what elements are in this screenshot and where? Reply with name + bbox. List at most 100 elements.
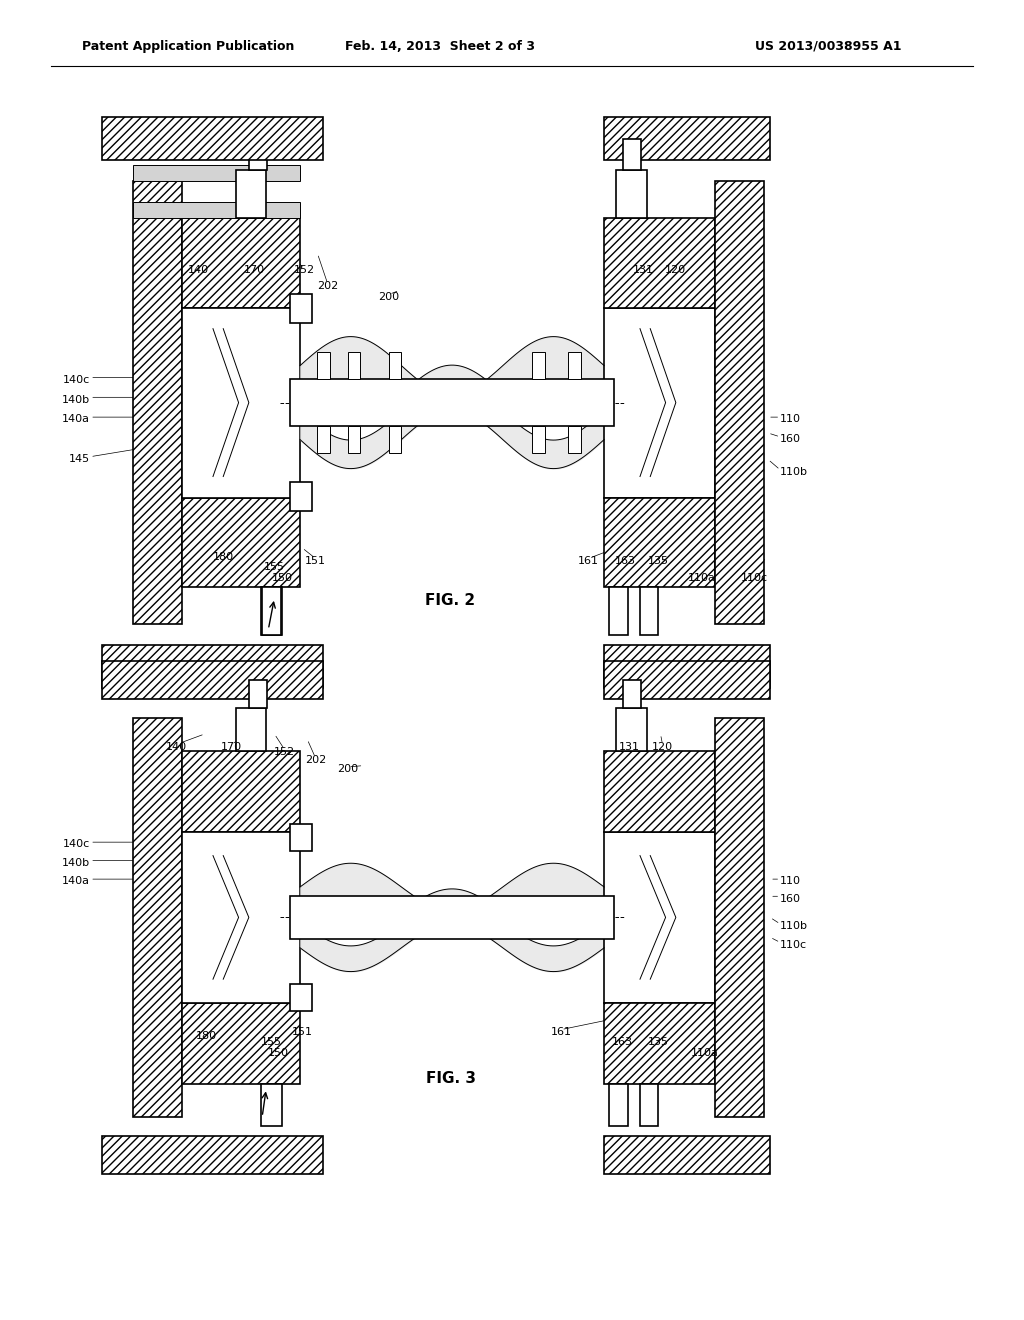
- Text: 110b: 110b: [780, 467, 808, 478]
- Text: 131: 131: [620, 742, 640, 752]
- Bar: [604, 645, 770, 688]
- Text: 120: 120: [652, 742, 673, 752]
- Bar: [609, 587, 628, 635]
- Bar: [715, 718, 764, 1117]
- Text: 170: 170: [221, 742, 242, 752]
- Text: 140a: 140a: [62, 876, 90, 887]
- Bar: [715, 181, 764, 624]
- Text: 160: 160: [780, 894, 802, 904]
- Text: 160: 160: [780, 434, 802, 445]
- Bar: [623, 139, 641, 170]
- Text: 202: 202: [317, 281, 338, 292]
- Text: 110b: 110b: [780, 921, 808, 932]
- Text: 110a: 110a: [687, 573, 716, 583]
- Bar: [102, 645, 323, 688]
- Bar: [348, 352, 360, 379]
- Text: 120: 120: [666, 265, 686, 276]
- Text: 152: 152: [274, 747, 295, 758]
- Text: 180: 180: [197, 1031, 217, 1041]
- Bar: [532, 426, 545, 453]
- Bar: [290, 983, 312, 1011]
- Bar: [133, 181, 182, 624]
- Bar: [102, 661, 323, 698]
- Bar: [182, 832, 300, 1003]
- Text: US 2013/0038955 A1: US 2013/0038955 A1: [755, 40, 901, 53]
- Bar: [604, 832, 715, 1003]
- Bar: [317, 352, 330, 379]
- Text: 140a: 140a: [62, 414, 90, 425]
- Text: 131: 131: [633, 265, 653, 276]
- Bar: [102, 1137, 323, 1173]
- Text: 140b: 140b: [62, 858, 90, 869]
- Bar: [604, 661, 770, 698]
- Text: Patent Application Publication: Patent Application Publication: [82, 40, 294, 53]
- Text: 110c: 110c: [780, 940, 807, 950]
- Bar: [261, 587, 282, 635]
- Bar: [290, 896, 614, 939]
- Text: 163: 163: [612, 1038, 633, 1048]
- Bar: [389, 426, 401, 453]
- Bar: [616, 709, 647, 751]
- Text: 110a: 110a: [690, 1048, 719, 1059]
- Text: 151: 151: [292, 1027, 312, 1038]
- Text: 140: 140: [188, 265, 209, 276]
- Text: FIG. 2: FIG. 2: [426, 593, 475, 609]
- Bar: [317, 426, 330, 453]
- Bar: [604, 117, 770, 160]
- Text: 161: 161: [579, 556, 599, 566]
- Text: 180: 180: [213, 552, 233, 562]
- Bar: [568, 352, 581, 379]
- Bar: [262, 587, 281, 635]
- Text: 152: 152: [294, 265, 314, 276]
- Text: 140b: 140b: [62, 395, 90, 405]
- Bar: [640, 1084, 658, 1126]
- Text: 151: 151: [305, 556, 326, 566]
- Bar: [616, 170, 647, 218]
- Bar: [236, 709, 266, 751]
- Bar: [236, 170, 266, 218]
- Bar: [640, 587, 658, 635]
- Text: 140c: 140c: [62, 375, 90, 385]
- Bar: [290, 824, 312, 851]
- Text: 110c: 110c: [741, 573, 768, 583]
- Text: 110: 110: [780, 876, 802, 887]
- Bar: [604, 218, 715, 308]
- Bar: [261, 1084, 282, 1126]
- Bar: [290, 379, 614, 426]
- Bar: [604, 1003, 715, 1084]
- Text: 200: 200: [379, 292, 399, 302]
- Text: 150: 150: [272, 573, 293, 583]
- Bar: [604, 1137, 770, 1173]
- Text: FIG. 3: FIG. 3: [426, 1071, 475, 1086]
- Bar: [133, 165, 300, 181]
- Bar: [290, 482, 312, 511]
- Text: 145: 145: [69, 454, 90, 465]
- Text: 135: 135: [648, 1038, 669, 1048]
- Text: 140: 140: [166, 742, 186, 752]
- Bar: [604, 751, 715, 832]
- Text: 150: 150: [268, 1048, 289, 1059]
- Bar: [249, 680, 267, 709]
- Bar: [182, 218, 300, 308]
- Text: 170: 170: [244, 265, 264, 276]
- Bar: [182, 308, 300, 498]
- Bar: [182, 498, 300, 587]
- Bar: [348, 426, 360, 453]
- Text: 161: 161: [551, 1027, 571, 1038]
- Bar: [604, 308, 715, 498]
- Bar: [102, 117, 323, 160]
- Text: 155: 155: [261, 1038, 282, 1048]
- Bar: [568, 426, 581, 453]
- Bar: [532, 352, 545, 379]
- Bar: [290, 294, 312, 323]
- Bar: [609, 1084, 628, 1126]
- Text: 155: 155: [264, 562, 285, 573]
- Text: 140c: 140c: [62, 840, 90, 850]
- Bar: [623, 680, 641, 709]
- Bar: [182, 751, 300, 832]
- Bar: [249, 139, 267, 170]
- Text: Feb. 14, 2013  Sheet 2 of 3: Feb. 14, 2013 Sheet 2 of 3: [345, 40, 536, 53]
- Text: 135: 135: [648, 556, 669, 566]
- Bar: [133, 202, 300, 218]
- Bar: [604, 498, 715, 587]
